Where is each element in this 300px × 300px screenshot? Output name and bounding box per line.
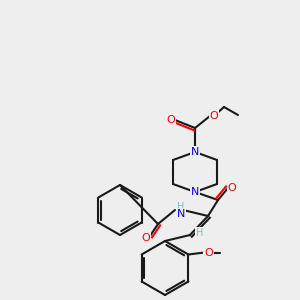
Text: H: H <box>196 228 204 238</box>
Text: N: N <box>191 147 199 157</box>
Text: N: N <box>177 209 185 219</box>
Text: O: O <box>167 115 176 125</box>
Text: N: N <box>191 187 199 197</box>
Text: O: O <box>204 248 213 257</box>
Text: O: O <box>210 111 218 121</box>
Text: O: O <box>228 183 236 193</box>
Text: H: H <box>177 202 185 212</box>
Text: O: O <box>142 233 150 243</box>
